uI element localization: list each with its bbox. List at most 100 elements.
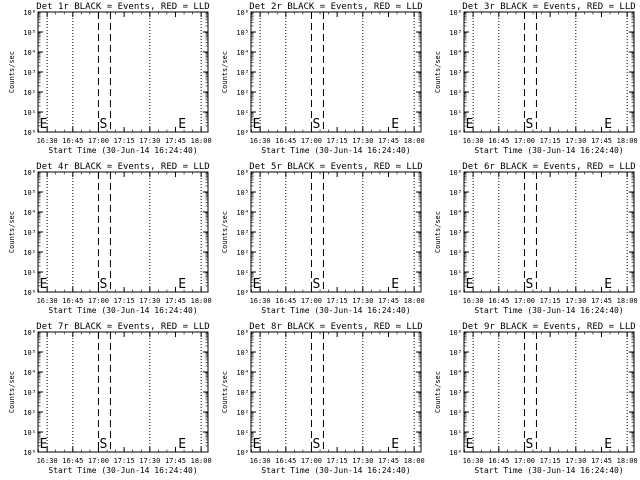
detector-panel-3: Det 3r BLACK = Events, RED = LLD 10⁰ 10¹ 10… — [434, 2, 638, 155]
x-tick-label: 18:00 — [617, 137, 638, 145]
x-tick-label: 17:00 — [301, 457, 322, 465]
x-tick-label: 16:30 — [37, 137, 58, 145]
x-tick-label: 17:45 — [591, 297, 612, 305]
event-marker-e: E — [253, 277, 261, 292]
panel-title: Det 8r BLACK = Events, RED = LLD — [249, 322, 422, 332]
event-marker-e: E — [391, 277, 399, 292]
y-axis-label: Counts/sec — [221, 211, 229, 253]
y-tick-label: 10⁶ — [449, 329, 462, 337]
plot-frame — [37, 11, 209, 133]
x-axis-label: Start Time (30-Jun-14 16:24:40) — [48, 466, 197, 475]
x-tick-label: 18:00 — [404, 457, 425, 465]
x-tick-label: 17:30 — [352, 137, 373, 145]
event-marker-e: E — [604, 277, 612, 292]
y-tick-label: 10⁵ — [236, 349, 249, 357]
y-tick-label: 10⁰ — [236, 129, 249, 137]
event-marker-e: E — [253, 117, 261, 132]
x-tick-label: 16:30 — [463, 457, 484, 465]
x-tick-label: 16:45 — [488, 137, 509, 145]
y-tick-label: 10⁰ — [236, 289, 249, 297]
x-tick-label: 17:00 — [301, 297, 322, 305]
x-tick-label: 17:15 — [327, 297, 348, 305]
y-tick-label: 10⁴ — [236, 49, 249, 57]
x-tick-label: 17:15 — [540, 137, 561, 145]
x-tick-label: 17:30 — [139, 297, 160, 305]
x-tick-label: 16:30 — [37, 297, 58, 305]
detector-panel-6: Det 6r BLACK = Events, RED = LLD 10⁰ 10¹ 10… — [434, 162, 638, 315]
panel-title: Det 5r BLACK = Events, RED = LLD — [249, 162, 422, 172]
y-tick-label: 10⁶ — [236, 169, 249, 177]
event-marker-e: E — [253, 437, 261, 452]
event-marker-e: E — [604, 437, 612, 452]
detector-panel-7: Det 7r BLACK = Events, RED = LLD 10⁰ 10¹ 10… — [8, 322, 212, 475]
x-tick-label: 17:45 — [165, 297, 186, 305]
y-tick-label: 10² — [236, 249, 249, 257]
x-tick-label: 17:00 — [514, 137, 535, 145]
plot-frame — [250, 11, 422, 133]
x-tick-label: 16:45 — [275, 457, 296, 465]
x-tick-label: 17:30 — [139, 457, 160, 465]
event-marker-s: S — [525, 437, 533, 452]
event-marker-e: E — [40, 117, 48, 132]
y-tick-label: 10⁴ — [236, 369, 249, 377]
y-tick-label: 10⁵ — [23, 189, 36, 197]
event-marker-e: E — [178, 277, 186, 292]
event-marker-e: E — [391, 117, 399, 132]
event-marker-s: S — [312, 277, 320, 292]
event-marker-e: E — [466, 277, 474, 292]
x-tick-label: 17:15 — [327, 137, 348, 145]
detector-panel-5: Det 5r BLACK = Events, RED = LLD 10⁰ 10¹ 10… — [221, 162, 425, 315]
y-tick-label: 10³ — [449, 229, 462, 237]
y-tick-label: 10² — [23, 409, 36, 417]
y-tick-label: 10¹ — [236, 269, 249, 277]
y-tick-label: 10² — [449, 249, 462, 257]
y-tick-label: 10² — [23, 89, 36, 97]
detector-panel-9: Det 9r BLACK = Events, RED = LLD 10⁰ 10¹ 10… — [434, 322, 638, 475]
x-tick-label: 17:15 — [540, 457, 561, 465]
plot-frame — [463, 171, 635, 293]
detector-panel-2: Det 2r BLACK = Events, RED = LLD 10⁰ 10¹ 10… — [221, 2, 425, 155]
x-tick-label: 17:00 — [88, 137, 109, 145]
y-tick-label: 10⁰ — [236, 449, 249, 457]
x-tick-label: 17:30 — [565, 457, 586, 465]
x-tick-label: 16:45 — [62, 297, 83, 305]
y-tick-label: 10⁰ — [449, 129, 462, 137]
x-tick-label: 17:00 — [514, 457, 535, 465]
x-tick-label: 17:15 — [114, 297, 135, 305]
y-tick-label: 10³ — [23, 389, 36, 397]
y-tick-label: 10⁶ — [23, 9, 36, 17]
x-tick-label: 18:00 — [191, 297, 212, 305]
x-tick-label: 16:30 — [37, 457, 58, 465]
y-tick-label: 10⁰ — [23, 289, 36, 297]
y-tick-label: 10³ — [236, 229, 249, 237]
x-tick-label: 17:00 — [301, 137, 322, 145]
x-tick-label: 17:45 — [165, 457, 186, 465]
y-tick-label: 10⁵ — [449, 189, 462, 197]
panel-title: Det 7r BLACK = Events, RED = LLD — [36, 322, 209, 332]
x-tick-label: 17:30 — [565, 137, 586, 145]
x-tick-label: 16:30 — [250, 457, 271, 465]
y-axis-label: Counts/sec — [8, 51, 16, 93]
y-tick-label: 10⁶ — [449, 9, 462, 17]
detector-panel-8: Det 8r BLACK = Events, RED = LLD 10⁰ 10¹ 10… — [221, 322, 425, 475]
y-tick-label: 10³ — [236, 389, 249, 397]
x-tick-label: 17:45 — [378, 297, 399, 305]
plot-frame — [250, 171, 422, 293]
event-marker-e: E — [604, 117, 612, 132]
x-axis-label: Start Time (30-Jun-14 16:24:40) — [261, 146, 410, 155]
x-tick-label: 17:45 — [378, 137, 399, 145]
y-tick-label: 10⁵ — [236, 29, 249, 37]
y-tick-label: 10⁰ — [23, 129, 36, 137]
y-tick-label: 10¹ — [449, 429, 462, 437]
event-marker-s: S — [312, 117, 320, 132]
x-tick-label: 17:30 — [352, 297, 373, 305]
x-tick-label: 17:15 — [327, 457, 348, 465]
y-tick-label: 10⁴ — [449, 369, 462, 377]
x-axis-label: Start Time (30-Jun-14 16:24:40) — [48, 146, 197, 155]
x-tick-label: 16:45 — [488, 457, 509, 465]
y-tick-label: 10⁴ — [23, 369, 36, 377]
x-axis-label: Start Time (30-Jun-14 16:24:40) — [474, 306, 623, 315]
panel-title: Det 2r BLACK = Events, RED = LLD — [249, 2, 422, 12]
y-tick-label: 10⁴ — [449, 209, 462, 217]
x-axis-label: Start Time (30-Jun-14 16:24:40) — [261, 466, 410, 475]
